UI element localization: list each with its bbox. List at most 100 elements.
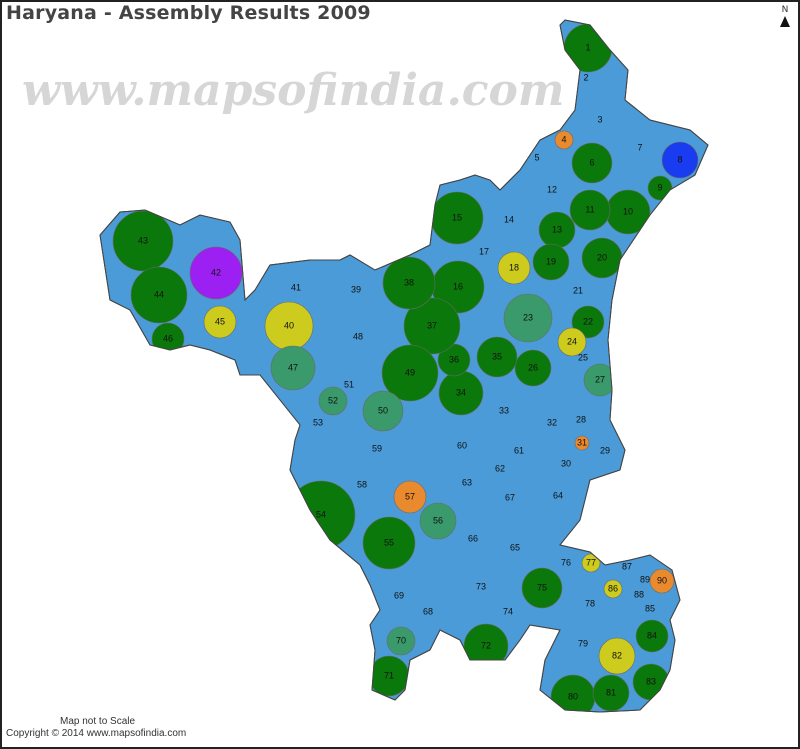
constituency-label-6: 6 <box>589 157 594 167</box>
constituency-label-3: 3 <box>597 114 602 124</box>
constituency-label-67: 67 <box>505 492 515 502</box>
constituency-label-54: 54 <box>316 509 326 519</box>
constituency-55 <box>362 516 416 570</box>
constituency-38 <box>382 256 436 310</box>
constituency-label-86: 86 <box>608 583 618 593</box>
constituency-label-75: 75 <box>537 582 547 592</box>
constituency-45 <box>203 305 237 339</box>
constituency-label-32: 32 <box>547 417 557 427</box>
constituency-label-34: 34 <box>456 387 466 397</box>
constituency-label-82: 82 <box>612 650 622 660</box>
constituency-70 <box>386 626 416 656</box>
constituency-label-69: 69 <box>394 590 404 600</box>
constituency-47 <box>270 345 316 391</box>
constituency-86 <box>603 579 623 599</box>
constituency-label-11: 11 <box>585 204 594 214</box>
constituency-43 <box>112 210 174 272</box>
constituency-label-68: 68 <box>423 606 433 616</box>
constituency-label-4: 4 <box>561 134 566 144</box>
constituency-57 <box>393 480 427 514</box>
constituency-label-74: 74 <box>503 606 513 616</box>
constituency-label-15: 15 <box>452 212 462 222</box>
constituency-label-71: 71 <box>384 670 394 680</box>
north-arrow-icon <box>780 16 790 27</box>
copyright: Copyright © 2014 www.mapsofindia.com <box>6 728 187 739</box>
constituency-label-25: 25 <box>578 352 588 362</box>
constituency-24 <box>557 327 587 357</box>
constituency-label-64: 64 <box>553 490 563 500</box>
constituency-label-53: 53 <box>313 417 323 427</box>
constituency-label-18: 18 <box>509 262 519 272</box>
constituency-label-48: 48 <box>353 331 363 341</box>
constituency-label-84: 84 <box>647 630 657 640</box>
constituency-49 <box>381 344 439 402</box>
constituency-6 <box>571 142 613 184</box>
constituency-82 <box>598 637 636 675</box>
constituency-label-28: 28 <box>576 414 586 424</box>
constituency-label-40: 40 <box>284 320 294 330</box>
constituency-label-22: 22 <box>583 316 593 326</box>
constituency-label-62: 62 <box>495 463 505 473</box>
constituency-11 <box>569 189 611 231</box>
constituency-label-39: 39 <box>351 284 361 294</box>
scale-note: Map not to Scale <box>60 716 136 727</box>
constituency-42 <box>189 246 243 300</box>
constituency-label-29: 29 <box>600 445 610 455</box>
constituency-44 <box>130 266 188 324</box>
constituency-label-2: 2 <box>583 72 588 82</box>
constituency-label-20: 20 <box>597 252 607 262</box>
constituency-label-16: 16 <box>453 281 463 291</box>
page-title: Haryana - Assembly Results 2009 <box>6 2 371 24</box>
constituency-label-61: 61 <box>514 445 524 455</box>
constituency-84 <box>635 619 669 653</box>
constituency-label-12: 12 <box>547 184 557 194</box>
constituency-8 <box>661 141 699 179</box>
constituency-label-21: 21 <box>573 285 583 295</box>
constituency-50 <box>362 390 404 432</box>
constituency-75 <box>521 567 563 609</box>
state-border <box>99 19 709 713</box>
constituency-label-38: 38 <box>404 277 414 287</box>
constituency-90 <box>649 568 675 594</box>
constituency-label-14: 14 <box>504 214 514 224</box>
constituency-label-49: 49 <box>405 367 415 377</box>
constituency-label-5: 5 <box>534 152 539 162</box>
constituency-label-70: 70 <box>396 635 406 645</box>
compass: N <box>775 5 795 27</box>
constituency-label-77: 77 <box>586 557 596 567</box>
constituency-label-17: 17 <box>479 246 489 256</box>
constituency-label-56: 56 <box>433 515 443 525</box>
constituency-label-9: 9 <box>657 182 662 192</box>
constituency-label-78: 78 <box>585 598 595 608</box>
constituency-label-8: 8 <box>677 154 682 164</box>
constituency-label-63: 63 <box>462 477 472 487</box>
constituency-regions <box>112 23 699 712</box>
constituency-label-31: 31 <box>577 437 587 447</box>
constituency-35 <box>476 336 518 378</box>
constituency-label-88: 88 <box>634 589 644 599</box>
constituency-label-36: 36 <box>449 354 459 364</box>
constituency-label-47: 47 <box>288 362 298 372</box>
constituency-label-13: 13 <box>552 224 562 234</box>
constituency-label-44: 44 <box>154 289 164 299</box>
watermark: www.mapsofindia.com <box>22 65 564 116</box>
constituency-label-90: 90 <box>657 575 667 585</box>
constituency-label-46: 46 <box>163 333 173 343</box>
constituency-label-24: 24 <box>567 336 577 346</box>
constituency-label-85: 85 <box>645 603 655 613</box>
constituency-label-59: 59 <box>372 443 382 453</box>
constituency-label-26: 26 <box>528 362 538 372</box>
constituency-label-58: 58 <box>357 479 367 489</box>
constituency-36 <box>437 343 471 377</box>
constituency-52 <box>318 386 348 416</box>
constituency-label-45: 45 <box>215 316 225 326</box>
constituency-31 <box>574 435 590 451</box>
constituency-label-7: 7 <box>637 142 642 152</box>
constituency-37 <box>403 297 461 355</box>
constituency-label-35: 35 <box>492 351 502 361</box>
constituency-9 <box>647 175 673 201</box>
constituency-22 <box>571 305 605 339</box>
constituency-19 <box>532 243 570 281</box>
